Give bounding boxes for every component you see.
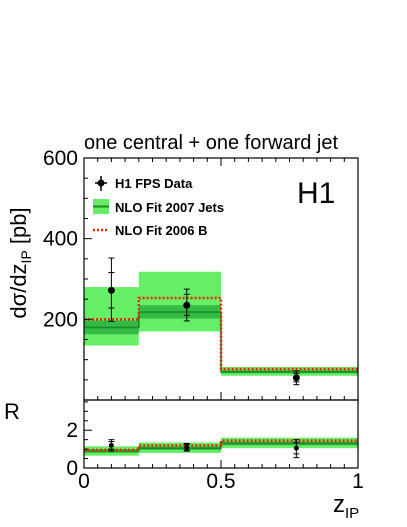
- panel-frame: [83, 399, 359, 469]
- x-tick-label: 1: [352, 470, 364, 493]
- x-tick-label: 0: [78, 470, 90, 493]
- legend: H1 FPS Data NLO Fit 2007 Jets NLO Fit 20…: [93, 176, 224, 238]
- h1-logo: H1: [297, 177, 335, 210]
- data-point-2: [292, 374, 300, 382]
- ratio-y-label: R: [4, 399, 20, 424]
- y-axis-unit: [pb]: [6, 207, 31, 244]
- legend-item-nlo-2007: NLO Fit 2007 Jets: [93, 199, 224, 215]
- ratio-panel: 0 2 0 0.5 1: [66, 399, 364, 493]
- legend-item-nlo-2006: NLO Fit 2006 B: [93, 223, 207, 238]
- y-axis-label-sub: IP: [18, 250, 34, 263]
- data-point-0: [108, 442, 114, 448]
- x-tick-label: 0.5: [206, 470, 235, 493]
- data-point-2: [293, 445, 299, 451]
- svg-text:dσ/dzIP [pb]: dσ/dzIP [pb]: [6, 207, 34, 318]
- y-tick-label: 200: [43, 308, 78, 331]
- x-axis-title: zIP: [333, 491, 359, 522]
- main-panel: 200 400 600: [43, 147, 359, 401]
- x-axis-label: z: [333, 491, 345, 518]
- legend-label-data: H1 FPS Data: [115, 176, 193, 191]
- band-outer-bin-1: [138, 271, 221, 332]
- x-axis-label-sub: IP: [345, 505, 359, 522]
- y-axis-title: dσ/dzIP [pb]: [6, 207, 34, 318]
- nlo-2006-dotted-line: [84, 296, 358, 371]
- data-point-1: [183, 301, 191, 309]
- nlo-2007-central-line: [84, 311, 358, 373]
- y-tick-label: 2: [66, 419, 78, 442]
- y-axis-label: dσ/dz: [6, 263, 31, 318]
- data-point-1: [184, 444, 190, 450]
- y-tick-label: 0: [66, 457, 78, 480]
- legend-label-nlo-2006: NLO Fit 2006 B: [115, 223, 207, 238]
- data-point-0: [107, 286, 115, 294]
- y-tick-label: 600: [43, 147, 78, 170]
- chart-title: one central + one forward jet: [84, 132, 338, 154]
- nlo-2006-dotted-line: [84, 439, 358, 452]
- legend-item-data: H1 FPS Data: [95, 176, 193, 191]
- y-tick-label: 400: [43, 228, 78, 251]
- legend-label-nlo-2007: NLO Fit 2007 Jets: [115, 200, 224, 215]
